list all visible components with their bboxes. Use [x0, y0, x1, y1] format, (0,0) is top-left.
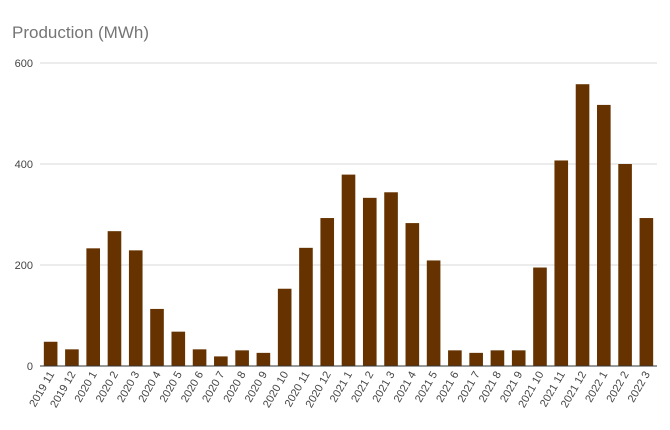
- bar: [128, 250, 143, 366]
- y-axis-ticks: 0 200 400 600: [15, 58, 33, 373]
- bar: [150, 308, 164, 366]
- bar: [235, 350, 249, 366]
- bar: [43, 341, 58, 366]
- bar: [107, 231, 122, 366]
- y-tick-label: 0: [27, 361, 33, 373]
- bar: [448, 350, 462, 366]
- bar: [554, 160, 569, 366]
- bar: [362, 197, 377, 366]
- bar: [65, 349, 79, 366]
- bar: [277, 288, 292, 366]
- bar: [597, 104, 611, 366]
- bar: [171, 331, 186, 366]
- bar: [214, 356, 228, 366]
- bar: [86, 248, 100, 366]
- bar: [192, 349, 207, 366]
- bar: [618, 164, 632, 366]
- bar: [256, 352, 271, 366]
- bar: [384, 192, 398, 366]
- bar: [320, 218, 335, 366]
- bar: [426, 260, 441, 366]
- bar: [341, 174, 356, 366]
- y-tick-label: 400: [15, 159, 33, 171]
- bar: [639, 218, 654, 366]
- y-tick-label: 600: [15, 58, 33, 70]
- y-tick-label: 200: [15, 260, 33, 272]
- chart-title: Production (MWh): [12, 23, 149, 42]
- bar: [405, 223, 420, 366]
- bar: [533, 267, 547, 366]
- bars: [43, 84, 654, 367]
- bar: [575, 84, 590, 367]
- bar: [490, 350, 505, 366]
- bar: [299, 247, 313, 366]
- bar: [511, 350, 526, 366]
- bar: [469, 352, 483, 366]
